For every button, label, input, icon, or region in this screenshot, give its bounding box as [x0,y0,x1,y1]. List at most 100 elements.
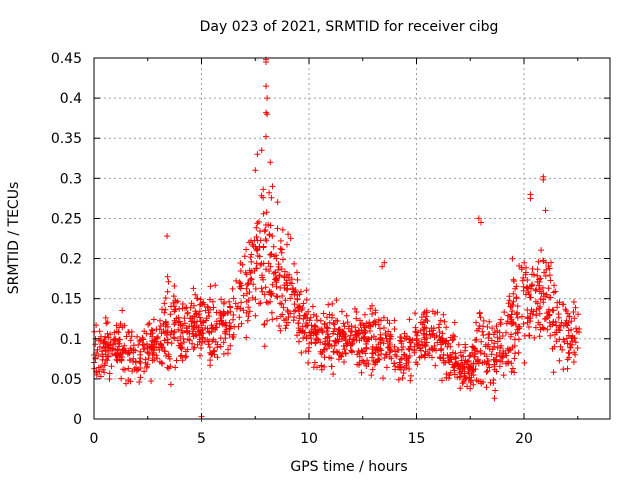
data-point [496,349,503,356]
data-point [263,299,270,306]
data-point [254,151,261,158]
data-point [459,380,466,387]
data-point [238,299,245,306]
data-point [395,376,402,383]
data-point [369,311,376,317]
data-point [312,330,319,337]
data-point [540,325,547,332]
data-point [407,343,414,350]
data-point [521,259,528,266]
data-point [478,380,485,387]
data-point [440,359,447,366]
data-point [101,362,108,369]
data-point [518,266,525,273]
y-tick-label: 0.05 [51,372,82,388]
data-point [436,334,443,340]
data-point [342,350,349,356]
data-point [214,341,221,348]
data-point [267,159,274,166]
data-point [382,332,389,338]
data-point [383,335,390,342]
data-point [243,246,250,253]
data-point [213,309,220,316]
data-point [429,308,436,315]
data-point [191,319,197,326]
data-point [453,354,459,361]
data-point [421,309,428,316]
data-point [321,354,328,361]
data-point [527,310,534,317]
data-point [205,338,212,345]
data-point [510,290,517,297]
data-point [196,301,203,308]
data-point [481,351,488,357]
data-point [119,354,126,360]
data-point [406,366,413,372]
data-point [162,306,169,313]
data-point [297,288,304,295]
data-point [314,335,321,342]
data-point [493,352,500,358]
data-point [501,309,508,316]
data-point [278,246,285,253]
data-point [575,311,581,318]
data-point [556,324,563,331]
data-point [573,325,579,332]
data-point [214,354,221,361]
data-point [451,361,458,368]
y-tick-label: 0.25 [51,211,82,227]
data-point [490,356,497,363]
data-point [230,295,237,302]
x-tick-label: 15 [408,431,426,447]
data-point [263,209,270,216]
data-point [245,304,252,311]
data-point [461,366,468,373]
data-point [497,319,504,326]
data-point [540,257,546,264]
data-point [192,291,199,298]
data-point [243,271,250,278]
data-point [175,319,182,326]
data-point [264,95,271,102]
data-point [565,327,572,334]
data-point [538,247,545,254]
data-point [339,333,346,340]
data-point [383,364,390,371]
data-point [139,341,146,348]
data-point [300,335,307,341]
data-point [533,312,540,319]
data-point [417,327,424,334]
data-point [430,330,437,337]
data-point [186,330,193,337]
data-point [569,338,576,345]
data-point [554,299,561,306]
data-point [367,305,374,312]
data-point [540,176,547,183]
data-point [411,349,418,356]
data-point [268,194,275,201]
data-point [535,258,542,265]
data-point [377,345,384,352]
data-point [294,269,300,276]
data-point [344,319,351,326]
data-point [250,243,257,250]
data-point [526,315,533,322]
data-point [571,315,578,322]
data-point [416,345,423,352]
data-point [362,329,369,336]
data-point [240,307,247,314]
data-point [119,324,126,331]
y-tick-label: 0.45 [51,51,82,67]
data-point [451,367,458,374]
data-point [447,356,454,363]
data-point [251,237,258,244]
y-tick-label: 0 [73,412,82,428]
data-point [162,348,168,355]
data-point [291,291,298,298]
data-point [440,311,447,318]
data-point [198,345,204,351]
data-point [304,315,311,321]
data-point [423,325,430,332]
data-point [309,303,316,310]
